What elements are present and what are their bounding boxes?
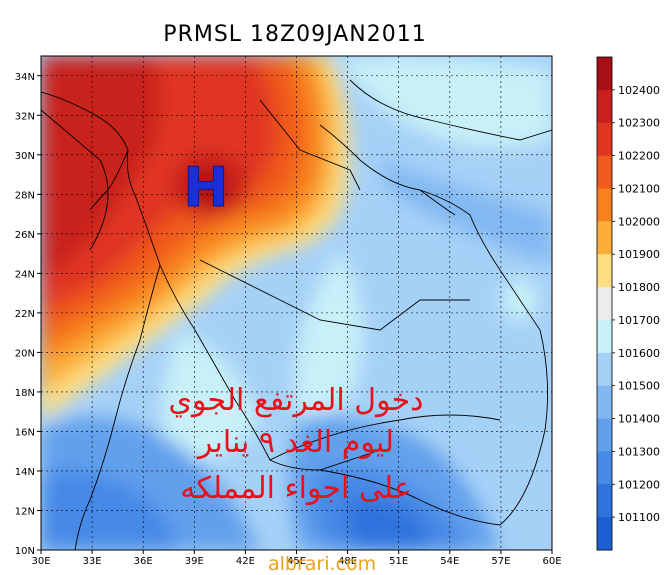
- y-axis-ticks: 10N 12N 14N 16N 18N 20N 22N 24N 26N 28N 30N 32N 34N: [15, 72, 41, 557]
- colorbar-label: 102100: [618, 182, 660, 195]
- high-pressure-marker: H: [183, 156, 228, 219]
- map-gridlines: [41, 56, 552, 550]
- colorbar-swatch: [597, 319, 612, 354]
- x-tick-label: 45E: [287, 556, 306, 567]
- y-tick-label: 30N: [15, 151, 35, 162]
- colorbar-swatch: [597, 451, 612, 485]
- colorbar-swatch: [597, 188, 612, 222]
- annotation-text: دخول المرتفع الجوي ليوم الغد ٩ يناير على…: [169, 383, 424, 506]
- x-axis-ticks: 30E 33E 36E 39E 42E 45E 48E 51E 54E 57E 60E: [31, 550, 562, 567]
- colorbar-swatch: [597, 517, 612, 551]
- x-tick-label: 60E: [542, 556, 561, 567]
- colorbar-label: 101300: [618, 445, 660, 458]
- colorbar-swatch: [597, 155, 612, 189]
- x-tick-label: 33E: [83, 556, 102, 567]
- colorbar-swatch: [597, 89, 612, 124]
- annotation-line-1: دخول المرتفع الجوي: [169, 383, 424, 418]
- colorbar-label: 102000: [618, 215, 660, 228]
- y-tick-label: 32N: [15, 111, 35, 122]
- colorbar-swatch: [597, 122, 612, 157]
- x-tick-label: 39E: [185, 556, 204, 567]
- colorbar-swatch: [597, 352, 612, 387]
- colorbar-swatch: [597, 221, 612, 255]
- x-tick-label: 36E: [134, 556, 153, 567]
- y-tick-label: 12N: [15, 506, 35, 517]
- annotation-line-3: على اجواء المملكه: [180, 471, 411, 506]
- y-tick-label: 22N: [15, 309, 35, 320]
- x-tick-label: 42E: [236, 556, 255, 567]
- coastlines: [41, 79, 552, 550]
- annotation-line-2: ليوم الغد ٩ يناير: [196, 425, 394, 460]
- colorbar-label: 101200: [618, 478, 660, 491]
- colorbar-label: 101600: [618, 347, 660, 360]
- y-tick-label: 10N: [15, 546, 35, 557]
- y-tick-label: 16N: [15, 427, 35, 438]
- y-tick-label: 34N: [15, 72, 35, 83]
- y-tick-label: 28N: [15, 190, 35, 201]
- colorbar-swatch: [597, 385, 612, 420]
- colorbar-label: 102200: [618, 150, 660, 163]
- y-tick-label: 20N: [15, 348, 35, 359]
- map-title: PRMSL 18Z09JAN2011: [163, 22, 427, 47]
- x-tick-label: 30E: [31, 556, 50, 567]
- colorbar-frame: [596, 56, 613, 551]
- colorbar-label: 101500: [618, 380, 660, 393]
- colorbar-label: 102300: [618, 117, 660, 130]
- colorbar-label: 101700: [618, 314, 660, 327]
- y-tick-label: 24N: [15, 269, 35, 280]
- colorbar-label: 101100: [618, 511, 660, 524]
- x-tick-label: 54E: [440, 556, 459, 567]
- colorbar-label: 101900: [618, 248, 660, 261]
- credit-watermark: albrari.com: [268, 553, 377, 575]
- colorbar-label: 102400: [618, 84, 660, 97]
- x-tick-label: 51E: [389, 556, 408, 567]
- colorbar-swatch: [597, 57, 612, 91]
- y-tick-label: 26N: [15, 230, 35, 241]
- x-tick-label: 57E: [491, 556, 510, 567]
- x-tick-label: 48E: [338, 556, 357, 567]
- colorbar-swatch: [597, 418, 612, 452]
- y-tick-label: 18N: [15, 388, 35, 399]
- colorbar-swatch: [597, 287, 612, 321]
- colorbar: 102400 102300 102200 102100 102000 101900 1018…: [596, 56, 660, 551]
- colorbar-swatch: [597, 254, 612, 288]
- colorbar-swatch: [597, 484, 612, 518]
- colorbar-label: 101800: [618, 281, 660, 294]
- colorbar-label: 101400: [618, 413, 660, 426]
- y-tick-label: 14N: [15, 467, 35, 478]
